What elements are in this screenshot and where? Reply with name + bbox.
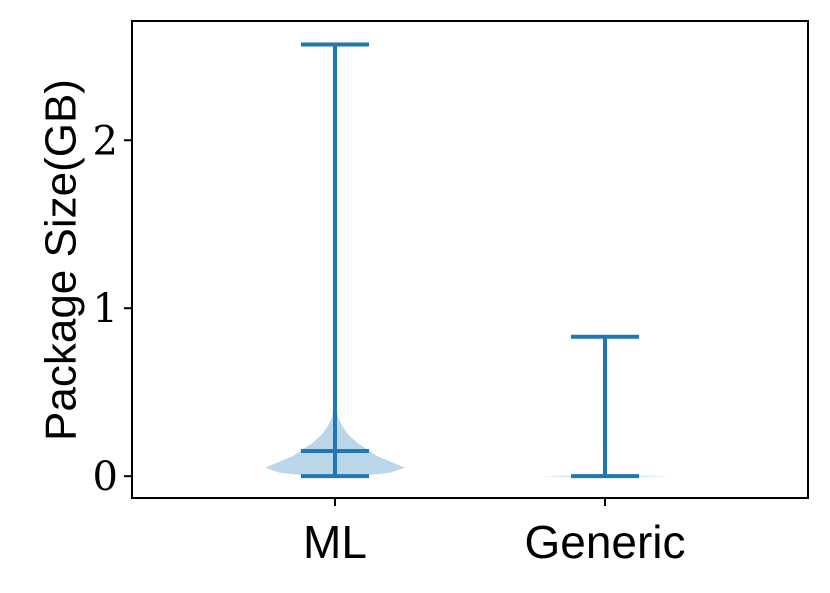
y-tick-label-2: 2 <box>93 118 118 164</box>
y-tick-label-1: 1 <box>93 286 118 332</box>
y-axis-label: Package Size(GB) <box>36 79 85 441</box>
ticks-layer: ML Generic 0 1 2 <box>93 118 686 568</box>
plot-frame <box>131 20 809 499</box>
y-tick-label-0: 0 <box>93 454 118 500</box>
violins-layer <box>265 42 670 479</box>
plot-background <box>132 21 808 498</box>
x-tick-label-ml: ML <box>303 516 367 568</box>
x-tick-label-generic: Generic <box>524 516 685 568</box>
